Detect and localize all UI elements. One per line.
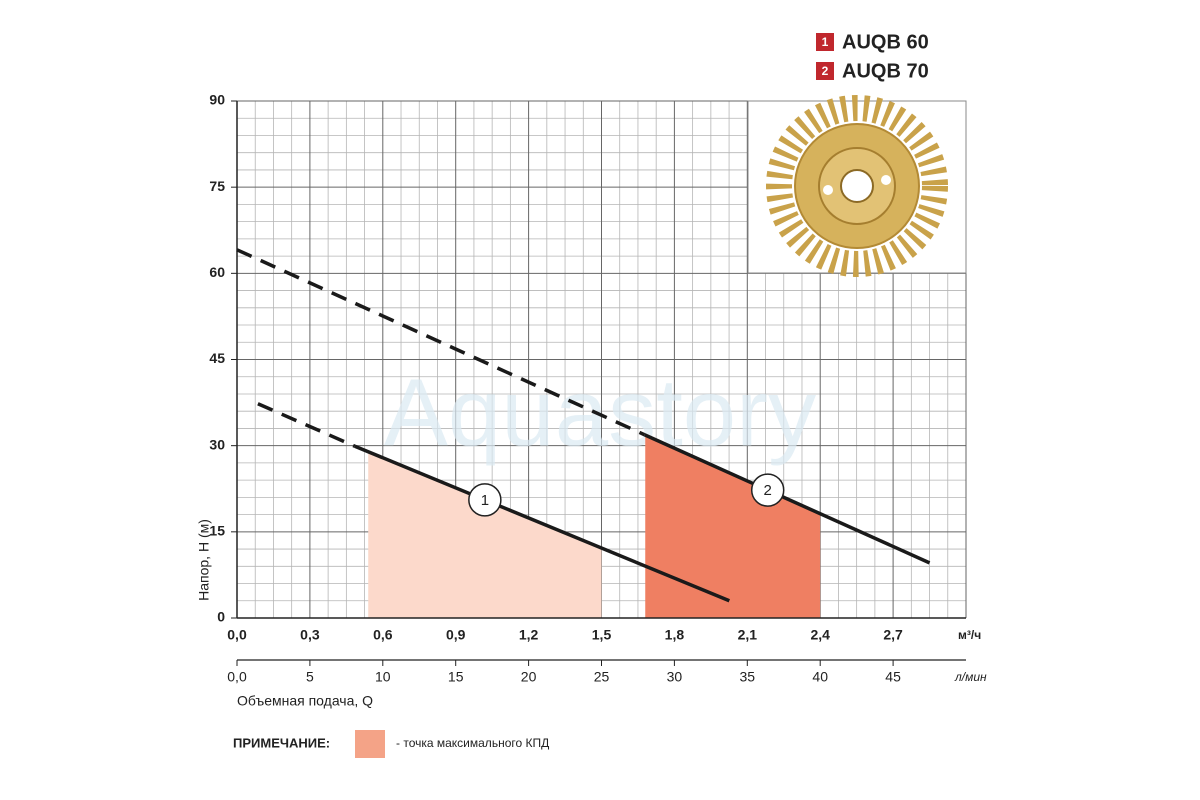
curve-solid	[643, 433, 931, 565]
curve-marker	[750, 473, 785, 507]
curve-dashed	[257, 402, 356, 448]
x2-unit: л/мин	[954, 670, 987, 684]
x2-tick-label: 10	[375, 669, 391, 685]
curve-marker	[468, 483, 502, 517]
x2-tick-label: 35	[740, 669, 756, 685]
efficiency-region	[645, 435, 821, 618]
note-text: - точка максимального КПД	[396, 736, 549, 750]
x-tick-label: 1,5	[592, 627, 612, 643]
x2-tick-label: 0,0	[227, 669, 247, 685]
x2-tick-label: 20	[521, 669, 537, 685]
curve-solid	[354, 444, 730, 603]
impeller-photo	[747, 95, 967, 277]
y-tick-label: 45	[209, 350, 225, 366]
curve-label: 2	[764, 482, 772, 499]
legend-label: AUQB 60	[842, 31, 929, 53]
note-swatch	[355, 730, 385, 758]
x2-tick-label: 25	[594, 669, 610, 685]
legend-number: 2	[822, 64, 829, 78]
x-tick-label: 2,4	[810, 627, 830, 643]
x2-tick-label: 15	[448, 669, 464, 685]
x-tick-label: 1,2	[519, 627, 539, 643]
x2-tick-label: 30	[667, 669, 683, 685]
x-axis-title: Объемная подача, Q	[237, 693, 373, 709]
x-unit: м³/ч	[958, 628, 981, 642]
x-tick-label: 2,1	[738, 627, 758, 643]
curve-dashed	[236, 248, 646, 437]
x-tick-label: 0,9	[446, 627, 466, 643]
impeller-bolt	[881, 175, 891, 185]
legend-number: 1	[822, 35, 829, 49]
plot: 0,0 0,3 0,6 0,9 1,2 1,5 1,8 2,1 2,4 2,70153045607…	[209, 31, 966, 685]
curve-label: 1	[481, 492, 489, 509]
y-tick-label: 15	[209, 523, 225, 539]
x-tick-label: 0,0	[227, 627, 247, 643]
regions	[368, 435, 821, 618]
x-tick-label: 0,6	[373, 627, 393, 643]
impeller-bolt	[823, 185, 833, 195]
y-tick-label: 30	[209, 436, 225, 452]
legend-swatch	[816, 62, 834, 80]
x-tick-label: 0,3	[300, 627, 320, 643]
y-tick-label: 0	[217, 609, 225, 625]
efficiency-region	[368, 451, 602, 618]
x2-tick-label: 40	[812, 669, 828, 685]
y-tick-label: 90	[209, 92, 225, 108]
x2-tick-label: 5	[306, 669, 314, 685]
y-tick-label: 60	[209, 264, 225, 280]
impeller-hole	[840, 169, 874, 203]
note-label: ПРИМЕЧАНИЕ:	[233, 735, 330, 750]
x-tick-label: 2,7	[883, 627, 903, 643]
legend-label: AUQB 70	[842, 60, 929, 82]
y-axis-title: Напор, H (м)	[196, 519, 212, 601]
y-tick-label: 75	[209, 178, 225, 194]
impeller-blades	[766, 95, 948, 277]
legend-swatch	[816, 33, 834, 51]
x-tick-label: 1,8	[665, 627, 685, 643]
x2-tick-label: 45	[885, 669, 901, 685]
